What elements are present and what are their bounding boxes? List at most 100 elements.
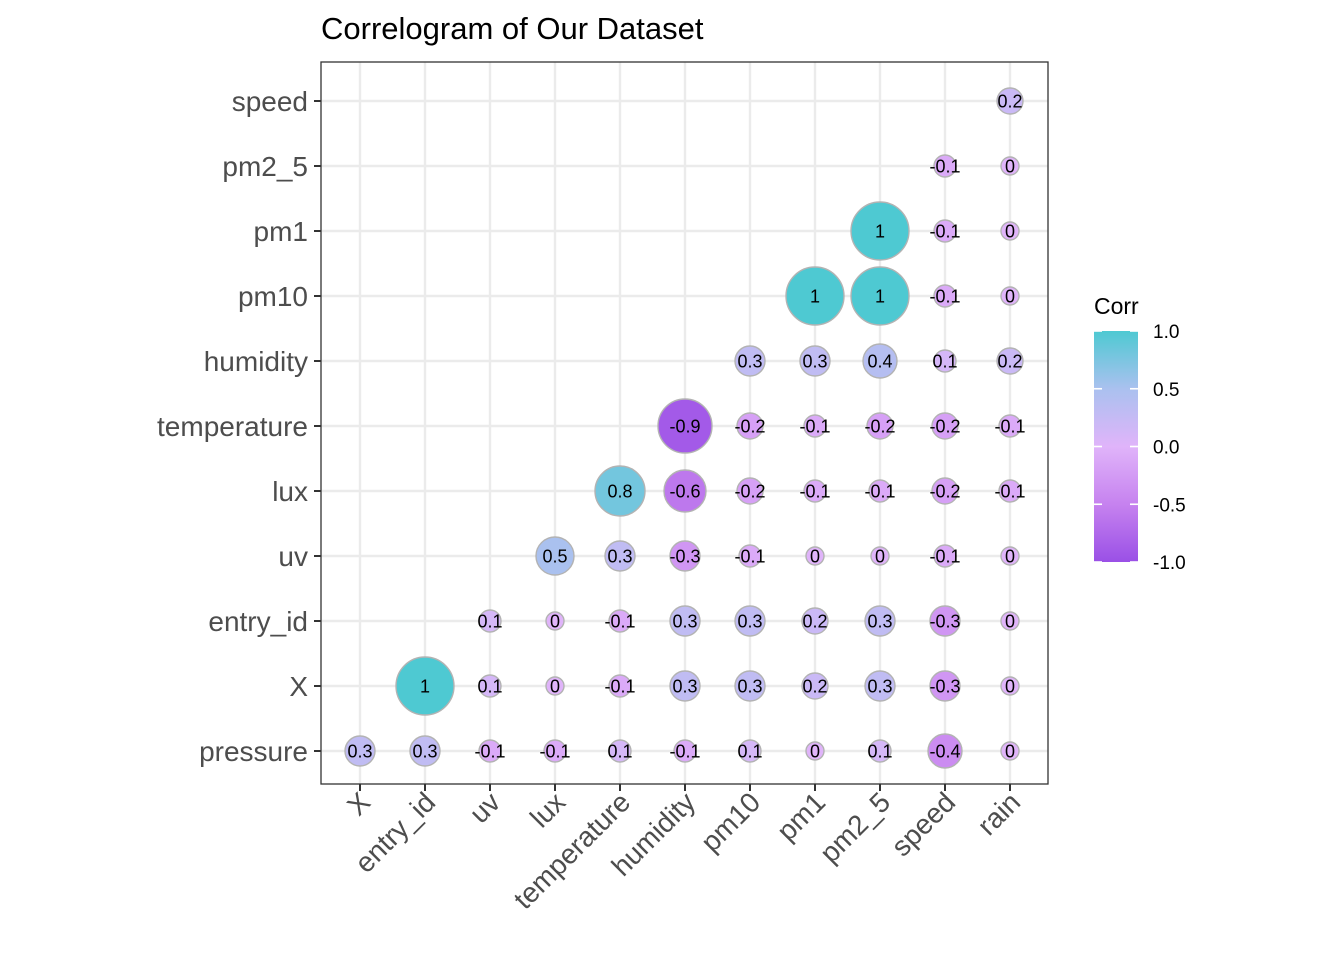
cell-rain-pm1: 0 (1000, 221, 1020, 242)
legend-ticks: 1.0 0.5 0.0 -0.5 -1.0 (1094, 322, 1186, 574)
cell-temperature-lux: 0.8 (594, 465, 646, 517)
correlation-circle (478, 674, 502, 698)
correlation-circle (870, 546, 890, 566)
correlation-value-label: 0.3 (347, 742, 372, 762)
correlation-value-label: -0.1 (864, 482, 895, 502)
correlation-circle (996, 87, 1024, 115)
correlation-circle (933, 284, 957, 308)
correlation-value-label: 0.8 (607, 482, 632, 502)
correlation-value-label: -0.4 (929, 742, 960, 762)
legend-tick-label: 0.0 (1153, 438, 1179, 459)
correlation-circle (734, 345, 766, 377)
correlation-circle (850, 266, 910, 326)
cell-rain-pressure: 0 (1000, 741, 1020, 762)
correlation-circle (543, 739, 567, 763)
correlation-circle (803, 479, 827, 503)
correlation-circle (734, 670, 766, 702)
correlation-circle (545, 611, 565, 631)
cell-pm10-entry_id: 0.3 (734, 605, 766, 637)
correlation-circle (998, 479, 1022, 503)
cell-pm10-lux: -0.2 (734, 477, 766, 505)
correlation-value-label: -0.2 (734, 482, 765, 502)
correlation-circle (933, 219, 957, 243)
correlation-circle (864, 605, 896, 637)
correlation-value-label: -0.3 (669, 547, 700, 567)
correlation-circle (736, 477, 764, 505)
y-tick-label: pm10 (238, 281, 308, 312)
correlation-value-label: -0.2 (864, 417, 895, 437)
correlation-circle (866, 412, 894, 440)
correlation-circle (805, 546, 825, 566)
cell-pm1-uv: 0 (805, 546, 825, 567)
correlation-circle (344, 735, 376, 767)
color-legend: Corr 1.0 0.5 0.0 -0.5 -1.0 (1094, 293, 1186, 574)
correlation-circle (669, 540, 701, 572)
correlation-value-label: -0.1 (669, 742, 700, 762)
correlation-circle (594, 465, 646, 517)
correlation-circle (803, 414, 827, 438)
correlation-value-label: -0.1 (994, 417, 1025, 437)
correlation-circle (604, 540, 636, 572)
cell-pm10-uv: -0.1 (734, 544, 766, 568)
correlation-circle (933, 544, 957, 568)
correlation-value-label: 0 (810, 742, 820, 762)
cell-pm2_5-pm1: 1 (850, 201, 910, 261)
correlation-value-label: 0 (1005, 547, 1015, 567)
correlation-value-label: 0.3 (672, 612, 697, 632)
cell-lux-pressure: -0.1 (539, 739, 571, 763)
correlation-value-label: 0.1 (737, 742, 762, 762)
y-tick-label: pressure (199, 736, 308, 767)
correlation-circle (927, 733, 963, 769)
correlation-value-label: 0 (550, 677, 560, 697)
correlation-circle (608, 739, 632, 763)
cell-rain-temperature: -0.1 (994, 414, 1026, 438)
y-tick-label: humidity (204, 346, 308, 377)
correlation-circle (1000, 741, 1020, 761)
cell-pm2_5-entry_id: 0.3 (864, 605, 896, 637)
chart-title: Correlogram of Our Dataset (321, 11, 704, 46)
correlation-value-label: -0.1 (539, 742, 570, 762)
correlation-circle (801, 607, 829, 635)
cell-temperature-X: -0.1 (604, 674, 636, 698)
correlation-circle (545, 676, 565, 696)
correlation-value-label: -0.9 (669, 417, 700, 437)
correlation-circle (933, 349, 957, 373)
correlation-value-label: -0.2 (929, 482, 960, 502)
legend-tick-label: 0.5 (1153, 380, 1179, 401)
correlation-value-label: -0.1 (799, 482, 830, 502)
correlation-circle (669, 670, 701, 702)
cell-pm2_5-pressure: 0.1 (867, 739, 893, 763)
correlation-value-label: 1 (420, 677, 430, 697)
correlation-value-label: 0 (875, 547, 885, 567)
cell-humidity-pressure: -0.1 (669, 739, 701, 763)
correlation-value-label: -0.2 (734, 417, 765, 437)
correlation-circle (933, 154, 957, 178)
x-tick-label: rain (971, 786, 1026, 841)
correlation-circle (1000, 221, 1020, 241)
x-tick-label: X (341, 786, 376, 821)
cell-uv-pressure: -0.1 (474, 739, 506, 763)
correlation-circle (850, 201, 910, 261)
y-tick-label: speed (232, 86, 308, 117)
y-tick-label: pm2_5 (222, 151, 308, 182)
correlation-value-label: 0.3 (867, 612, 892, 632)
correlation-value-label: -0.1 (994, 482, 1025, 502)
cell-entry_id-X: 1 (395, 656, 455, 716)
correlation-value-label: -0.3 (929, 612, 960, 632)
correlation-circle (864, 670, 896, 702)
legend-tick-label: 1.0 (1153, 322, 1179, 343)
cell-speed-pm1: -0.1 (929, 219, 961, 243)
correlation-value-label: 0.3 (867, 677, 892, 697)
correlation-value-label: 0 (1005, 157, 1015, 177)
cell-speed-pm10: -0.1 (929, 284, 961, 308)
correlation-circle (799, 345, 831, 377)
cell-pm1-lux: -0.1 (799, 479, 831, 503)
correlation-value-label: -0.1 (929, 547, 960, 567)
cell-temperature-uv: 0.3 (604, 540, 636, 572)
correlation-value-label: 0.2 (802, 677, 827, 697)
correlation-circle (929, 605, 961, 637)
x-tick-label: uv (463, 786, 506, 829)
correlation-value-label: 0.3 (412, 742, 437, 762)
